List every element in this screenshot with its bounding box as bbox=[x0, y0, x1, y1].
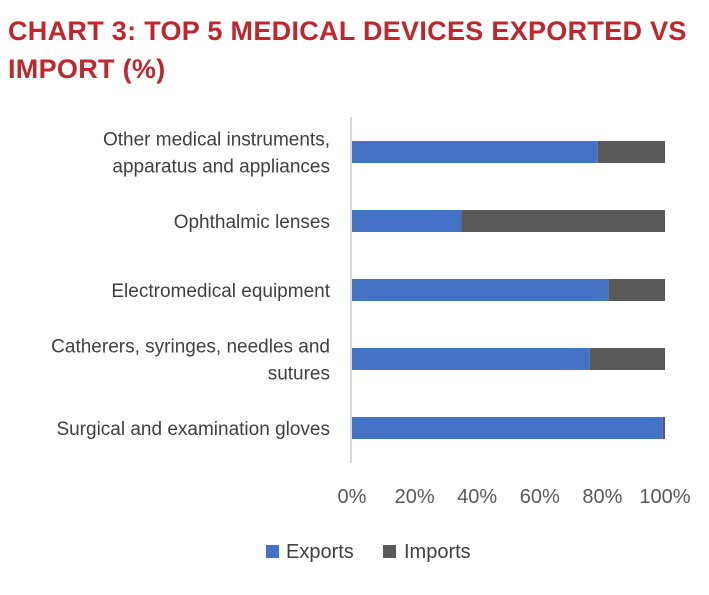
category-label-0-line-0: Other medical instruments, bbox=[103, 130, 330, 151]
legend-label-exports: Exports bbox=[286, 541, 354, 563]
legend-swatch-exports bbox=[266, 545, 279, 558]
bar-imports-0 bbox=[597, 141, 665, 163]
category-label-4: Surgical and examination gloves bbox=[56, 419, 330, 440]
category-label-3-line-1: sutures bbox=[268, 364, 330, 385]
x-tick-label-80: 80% bbox=[582, 486, 622, 508]
bar-exports-0 bbox=[352, 141, 598, 163]
bar-exports-2 bbox=[352, 279, 609, 301]
x-tick-label-100: 100% bbox=[639, 486, 690, 508]
category-label-0-line-1: apparatus and appliances bbox=[112, 157, 330, 178]
bar-exports-3 bbox=[352, 348, 590, 370]
category-label-3-line-0: Catherers, syringes, needles and bbox=[51, 337, 330, 358]
x-tick-label-20: 20% bbox=[395, 486, 435, 508]
bar-imports-4 bbox=[662, 417, 665, 439]
bar-exports-4 bbox=[352, 417, 663, 439]
legend-swatch-imports bbox=[383, 545, 396, 558]
x-tick-label-40: 40% bbox=[457, 486, 497, 508]
bar-imports-1 bbox=[461, 210, 665, 232]
bar-imports-3 bbox=[589, 348, 665, 370]
category-label-2: Electromedical equipment bbox=[111, 281, 330, 302]
x-tick-label-60: 60% bbox=[520, 486, 560, 508]
bar-exports-1 bbox=[352, 210, 462, 232]
legend-label-imports: Imports bbox=[404, 541, 471, 563]
x-tick-label-0: 0% bbox=[338, 486, 367, 508]
category-label-1: Ophthalmic lenses bbox=[174, 212, 330, 233]
bar-imports-2 bbox=[608, 279, 665, 301]
chart-title: CHART 3: TOP 5 MEDICAL DEVICES EXPORTED … bbox=[8, 16, 687, 84]
